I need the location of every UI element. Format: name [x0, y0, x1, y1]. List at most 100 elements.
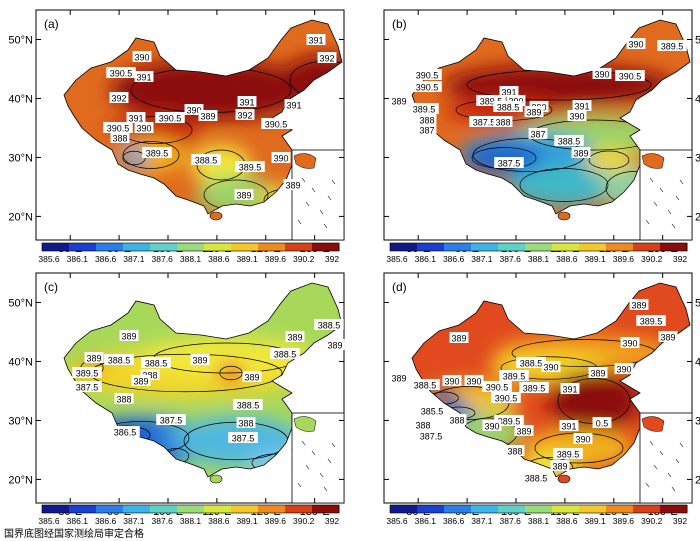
contour-label-bg — [412, 69, 442, 80]
contour-line — [219, 365, 243, 381]
contour-line — [519, 168, 609, 202]
contour-label-bg — [134, 122, 154, 133]
colorbar-swatch — [579, 243, 607, 251]
contour-label-bg — [389, 95, 409, 106]
colorbar-tick-label: 389.1 — [584, 254, 606, 264]
contour-label: 387.5 — [420, 432, 443, 442]
boundary-dash — [649, 440, 654, 446]
colorbar-swatch — [96, 243, 124, 251]
contour-label-bg — [553, 448, 583, 459]
colorbar-swatch — [96, 505, 124, 513]
contour-label: 390 — [628, 40, 643, 50]
contour-label: 389 — [391, 374, 406, 384]
contour-label: 391 — [561, 422, 576, 432]
colorbar-tick-label: 386.1 — [67, 254, 89, 264]
colorbar-swatch — [285, 505, 313, 513]
contour-label: 387.5 — [160, 416, 183, 426]
contour-label: 388.5 — [145, 359, 168, 369]
contour-label: 391 — [286, 101, 301, 111]
contour-label-bg — [417, 405, 447, 416]
contour-label-bg — [592, 417, 612, 428]
contour-label-bg — [491, 392, 521, 403]
colorbar-tick-label: 387.1 — [471, 516, 493, 526]
contour-label-bg — [72, 381, 102, 392]
contour-label-bg — [447, 414, 467, 425]
china-outline — [411, 282, 691, 478]
contour-label-bg — [412, 81, 442, 92]
contour-label-bg — [572, 100, 592, 111]
contour-label-bg — [521, 472, 551, 483]
lat-label: 30°N — [8, 415, 33, 427]
hainan-island — [557, 211, 571, 221]
contour-label-bg — [126, 112, 146, 123]
colorbar-swatch — [633, 505, 661, 513]
colorbar-swatch — [579, 505, 607, 513]
colorbar-tick-label: 389.6 — [613, 254, 635, 264]
contour-label-bg — [626, 38, 646, 49]
contour-label: 390 — [616, 365, 631, 375]
contour-label-bg — [235, 109, 255, 120]
boundary-dash — [649, 177, 654, 183]
contour-label-bg — [242, 371, 262, 382]
contour-label: 388.5 — [318, 321, 341, 331]
contour-label-bg — [614, 363, 634, 374]
boundary-dash — [667, 209, 672, 215]
colorbar-tick-label: 387.6 — [500, 516, 522, 526]
colorbar-tick-label: 389.1 — [236, 516, 258, 526]
colorbar-frame — [389, 504, 688, 514]
boundary-dash — [297, 219, 302, 225]
contour-label: 389 — [451, 334, 466, 344]
contour-label: 389.5 — [640, 317, 663, 327]
map-panel: 389.5 390 390.5 390.5 390 390.5 391 389 389.5 390… — [383, 9, 700, 255]
boundary-dash — [305, 201, 310, 207]
contour-label-bg — [499, 370, 529, 381]
lat-label: 20°N — [695, 474, 700, 486]
contour-label: 390.5 — [619, 72, 642, 82]
boundary-dash — [301, 440, 306, 446]
china-outline — [411, 19, 691, 215]
contour-label-bg — [198, 110, 218, 121]
colorbar-tick-label: 386.1 — [67, 516, 89, 526]
contour-label-bg — [524, 106, 544, 117]
contour-label: 390 — [543, 363, 558, 373]
contour-label: 389 — [236, 191, 251, 201]
colorbar-tick-label: 388.6 — [208, 254, 230, 264]
colorbar-swatch — [660, 243, 688, 251]
colorbar-swatch — [312, 243, 340, 251]
contour-label: 392 — [237, 111, 252, 121]
colorbar-tick-label: 392 — [673, 254, 687, 264]
contour-label-bg — [571, 147, 591, 158]
lat-label: 40°N — [695, 93, 700, 105]
colorbar-swatch — [606, 243, 634, 251]
contour-label-bg — [416, 430, 446, 441]
lat-label: 30°N — [8, 152, 33, 164]
colorbar: 385.6 386.1 386.6 387.1 387.6 388.1 388.6 389.1… — [38, 242, 340, 264]
contour-label: 0.5 — [596, 419, 609, 429]
contour-label: 391 — [308, 36, 323, 46]
boundary-dash — [653, 201, 658, 207]
colorbar: 385.6 386.1 386.6 387.1 387.6 388.1 388.6 389.1… — [38, 504, 340, 526]
contour-label: 389 — [86, 354, 101, 364]
contour-label-bg — [592, 68, 612, 79]
contour-label-bg — [271, 152, 291, 163]
colorbar-swatch — [258, 243, 286, 251]
contour-label: 389 — [526, 108, 541, 118]
colorbar-swatch — [150, 505, 178, 513]
boundary-dash — [659, 187, 664, 193]
colorbar-swatch — [471, 243, 499, 251]
colorbar-tick-label: 386.6 — [95, 254, 117, 264]
colorbar-tick-label: 389.6 — [613, 516, 635, 526]
contour-labels: 389.5 390 390.5 390.5 390 390.5 391 389 389.5 390… — [389, 38, 687, 169]
contour-label: 391 — [136, 73, 151, 83]
contour-label-bg — [567, 110, 587, 121]
colorbar-swatch — [285, 243, 313, 251]
contour-label: 389 — [121, 332, 136, 342]
colorbar-tick-label: 389.6 — [265, 516, 287, 526]
contour-label: 390.5 — [416, 83, 439, 93]
contour-label: 388.5 — [195, 156, 218, 166]
contour-label: 390.5 — [159, 114, 182, 124]
contour-label: 388 — [419, 116, 434, 126]
contour-label: 392 — [319, 54, 334, 64]
